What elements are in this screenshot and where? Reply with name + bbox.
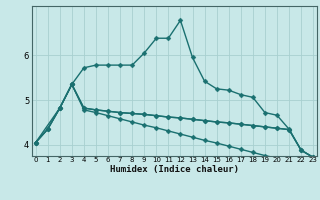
X-axis label: Humidex (Indice chaleur): Humidex (Indice chaleur) bbox=[110, 165, 239, 174]
